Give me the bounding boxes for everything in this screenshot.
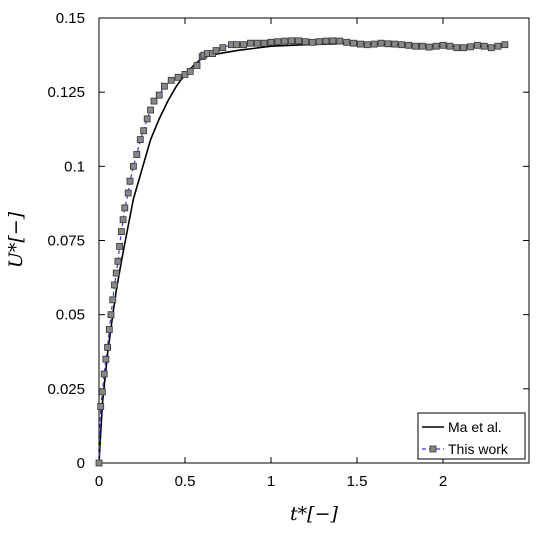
data-point <box>329 37 337 45</box>
data-point <box>288 37 296 45</box>
data-point <box>253 39 261 47</box>
data-point <box>109 296 117 304</box>
data-point <box>112 269 120 277</box>
legend-label-this: This work <box>448 441 509 457</box>
data-point <box>121 204 129 212</box>
data-point <box>95 459 103 467</box>
data-point <box>143 115 151 123</box>
data-point <box>363 41 371 49</box>
x-tick-label: 1.5 <box>347 473 368 490</box>
data-point <box>453 44 461 52</box>
data-point <box>246 39 254 47</box>
data-point <box>233 41 241 49</box>
data-point <box>343 38 351 46</box>
data-point <box>97 403 105 411</box>
series-this-work <box>95 37 509 467</box>
data-point <box>295 37 302 45</box>
data-point <box>370 40 378 48</box>
data-point <box>281 37 289 45</box>
data-point <box>133 151 141 158</box>
data-point <box>425 43 433 51</box>
data-point <box>119 216 127 224</box>
data-point <box>460 44 468 52</box>
data-point <box>193 62 201 69</box>
data-point <box>105 326 113 333</box>
data-point <box>240 41 247 49</box>
data-point <box>501 41 509 49</box>
data-point <box>126 177 134 185</box>
x-tick-label: 0 <box>95 473 103 490</box>
data-point <box>301 38 309 46</box>
y-tick-label: 0 <box>77 455 85 472</box>
data-point <box>350 39 358 47</box>
legend-marker-this <box>429 445 437 453</box>
y-tick-label: 0.125 <box>47 84 85 101</box>
x-tick-label: 1 <box>267 473 275 490</box>
data-point <box>384 40 392 48</box>
data-point <box>136 136 144 144</box>
data-point <box>260 39 268 47</box>
data-point <box>487 44 495 52</box>
tick-labels: 0 0.5 1 1.5 2 0 0.025 0.05 0.075 0.1 0.125 0.15 <box>47 10 447 490</box>
data-point <box>167 76 175 84</box>
data-point <box>322 37 330 45</box>
data-point <box>439 41 447 49</box>
data-point <box>446 42 454 50</box>
data-point <box>102 355 110 363</box>
data-point <box>212 47 220 54</box>
y-tick-label: 0.025 <box>47 381 85 398</box>
data-point <box>398 41 406 49</box>
plot-frame <box>98 17 530 464</box>
data-point <box>274 38 282 46</box>
y-tick-label: 0.075 <box>47 233 85 250</box>
data-point <box>412 42 419 50</box>
data-point <box>494 42 502 50</box>
data-point <box>104 343 111 351</box>
data-point <box>186 68 194 75</box>
data-point <box>174 73 182 81</box>
data-point <box>118 228 125 236</box>
data-point <box>473 41 481 49</box>
data-point <box>480 42 488 50</box>
data-point <box>315 38 323 46</box>
data-point <box>432 42 440 50</box>
data-point <box>107 311 115 319</box>
data-point <box>418 42 426 50</box>
data-point <box>467 43 474 51</box>
data-point <box>377 39 385 47</box>
data-point <box>336 37 344 45</box>
data-point <box>129 162 137 170</box>
data-point <box>405 41 413 49</box>
data-point <box>267 38 275 46</box>
x-axis-title: t*[−] <box>290 503 338 525</box>
data-point <box>100 370 108 378</box>
data-point <box>111 281 118 289</box>
legend-label-ma: Ma et al. <box>448 419 502 435</box>
y-tick-label: 0.1 <box>64 158 85 175</box>
data-point <box>391 40 399 48</box>
y-tick-label: 0.05 <box>56 307 85 324</box>
x-tick-label: 0.5 <box>175 473 196 490</box>
data-point <box>219 44 227 52</box>
data-point <box>140 127 148 135</box>
data-point <box>356 40 364 48</box>
data-point <box>124 189 132 197</box>
data-point <box>114 257 122 265</box>
legend: Ma et al. This work <box>417 412 526 460</box>
data-point <box>155 91 163 99</box>
data-point <box>99 388 106 396</box>
data-point <box>147 106 155 114</box>
x-tick-label: 2 <box>439 473 447 490</box>
data-point <box>150 97 158 105</box>
data-point <box>308 38 316 46</box>
data-point <box>116 242 123 250</box>
y-tick-label: 0.15 <box>56 10 85 27</box>
y-axis-title: U*[−] <box>5 211 27 268</box>
data-point <box>160 82 168 90</box>
